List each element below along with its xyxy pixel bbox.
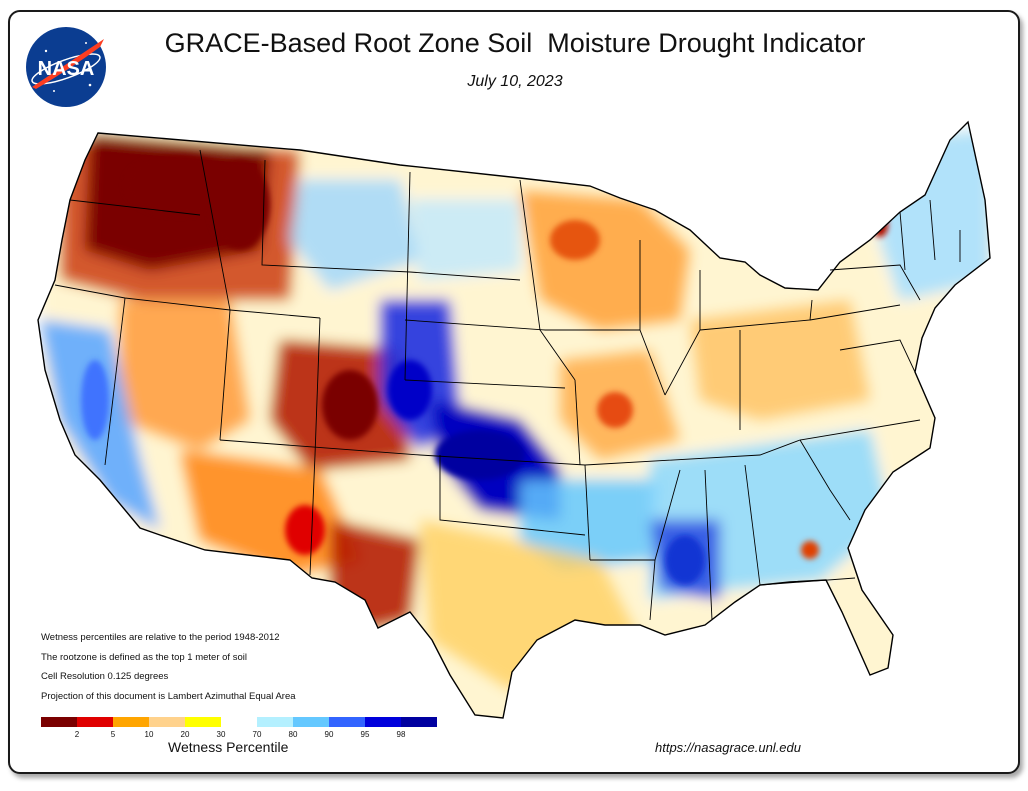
legend-tick-label: 70 [252, 730, 262, 739]
legend-swatch [401, 717, 437, 727]
legend-swatch [257, 717, 293, 727]
legend-title: Wetness Percentile [168, 739, 289, 755]
note-projection: Projection of this document is Lambert A… [41, 690, 296, 702]
legend-swatch [149, 717, 185, 727]
legend-swatch [221, 717, 257, 727]
legend-tick-labels: 2 5 10 20 30 70 80 90 95 98 [41, 730, 433, 742]
map-date: July 10, 2023 [467, 73, 563, 90]
legend-swatch [41, 717, 77, 727]
legend-swatch [185, 717, 221, 727]
legend-swatch [77, 717, 113, 727]
legend-swatch [293, 717, 329, 727]
nasa-logo-text: NASA [38, 58, 95, 80]
legend-swatch [329, 717, 365, 727]
legend-swatch [365, 717, 401, 727]
legend-tick-label: 80 [288, 730, 298, 739]
source-url[interactable]: https://nasagrace.unl.edu [655, 740, 801, 755]
map-notes: Wetness percentiles are relative to the … [41, 628, 296, 706]
legend-tick-label: 98 [396, 730, 406, 739]
legend-swatch [113, 717, 149, 727]
legend-tick-label: 2 [74, 730, 80, 739]
nasa-logo: NASA [26, 27, 106, 107]
legend-tick-label: 30 [216, 730, 226, 739]
note-rootzone-definition: The rootzone is defined as the top 1 met… [41, 651, 247, 663]
legend-tick-label: 95 [360, 730, 370, 739]
legend-tick-label: 90 [324, 730, 334, 739]
note-reference-period: Wetness percentiles are relative to the … [41, 632, 280, 643]
legend-tick-label: 20 [180, 730, 190, 739]
note-cell-resolution: Cell Resolution 0.125 degrees [41, 671, 169, 682]
legend-color-bar [41, 717, 437, 727]
page-title: GRACE-Based Root Zone Soil Moisture Drou… [164, 28, 866, 58]
legend-tick-label: 10 [144, 730, 154, 739]
legend-tick-label: 5 [110, 730, 116, 739]
